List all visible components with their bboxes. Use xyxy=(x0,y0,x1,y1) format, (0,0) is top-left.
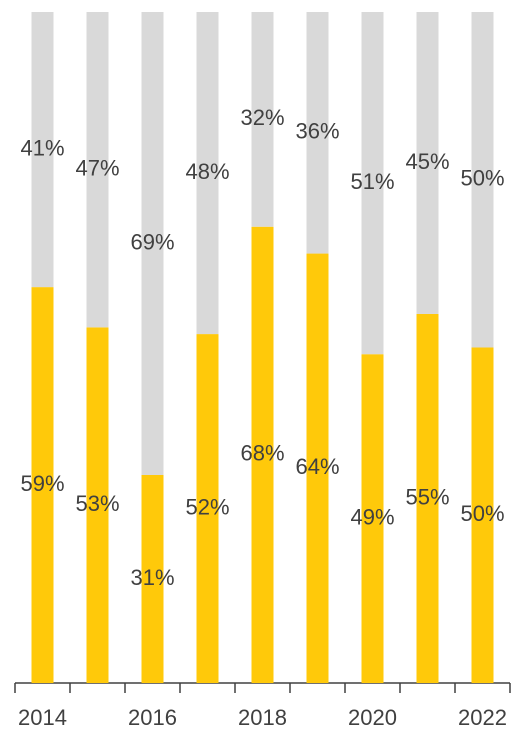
x-tick-label: 2014 xyxy=(18,705,67,730)
bar-segment xyxy=(141,12,164,475)
bar-segment xyxy=(86,12,109,328)
data-label: 64% xyxy=(295,454,339,479)
bar-segment xyxy=(86,327,109,683)
bar-segment xyxy=(471,347,494,683)
bar-segment xyxy=(471,12,494,348)
data-label: 31% xyxy=(130,565,174,590)
bar-segment xyxy=(416,313,439,683)
data-label: 68% xyxy=(240,441,284,466)
x-tick-label: 2016 xyxy=(128,705,177,730)
data-label: 48% xyxy=(185,159,229,184)
data-label: 50% xyxy=(460,501,504,526)
bar-segment xyxy=(361,12,384,355)
data-label: 36% xyxy=(295,119,339,144)
bar-segment xyxy=(306,253,329,683)
bar-segment xyxy=(31,12,54,288)
bar-segment xyxy=(31,287,54,683)
bar-segment xyxy=(361,354,384,683)
data-label: 45% xyxy=(405,149,449,174)
bar-segment xyxy=(196,12,219,335)
data-label: 41% xyxy=(20,135,64,160)
data-label: 47% xyxy=(75,155,119,180)
x-tick-label: 2018 xyxy=(238,705,287,730)
bar-segment xyxy=(251,226,274,683)
bar-segment xyxy=(306,12,329,254)
data-label: 49% xyxy=(350,504,394,529)
bar-segment xyxy=(251,12,274,227)
bar-segment xyxy=(141,474,164,683)
data-label: 52% xyxy=(185,494,229,519)
data-label: 69% xyxy=(130,229,174,254)
data-label: 50% xyxy=(460,166,504,191)
data-label: 51% xyxy=(350,169,394,194)
data-label: 53% xyxy=(75,491,119,516)
data-label: 32% xyxy=(240,105,284,130)
x-tick-label: 2020 xyxy=(348,705,397,730)
bar-segment xyxy=(196,334,219,683)
data-label: 55% xyxy=(405,484,449,509)
data-label: 59% xyxy=(20,471,64,496)
x-tick-label: 2022 xyxy=(458,705,507,730)
bar-segment xyxy=(416,12,439,314)
